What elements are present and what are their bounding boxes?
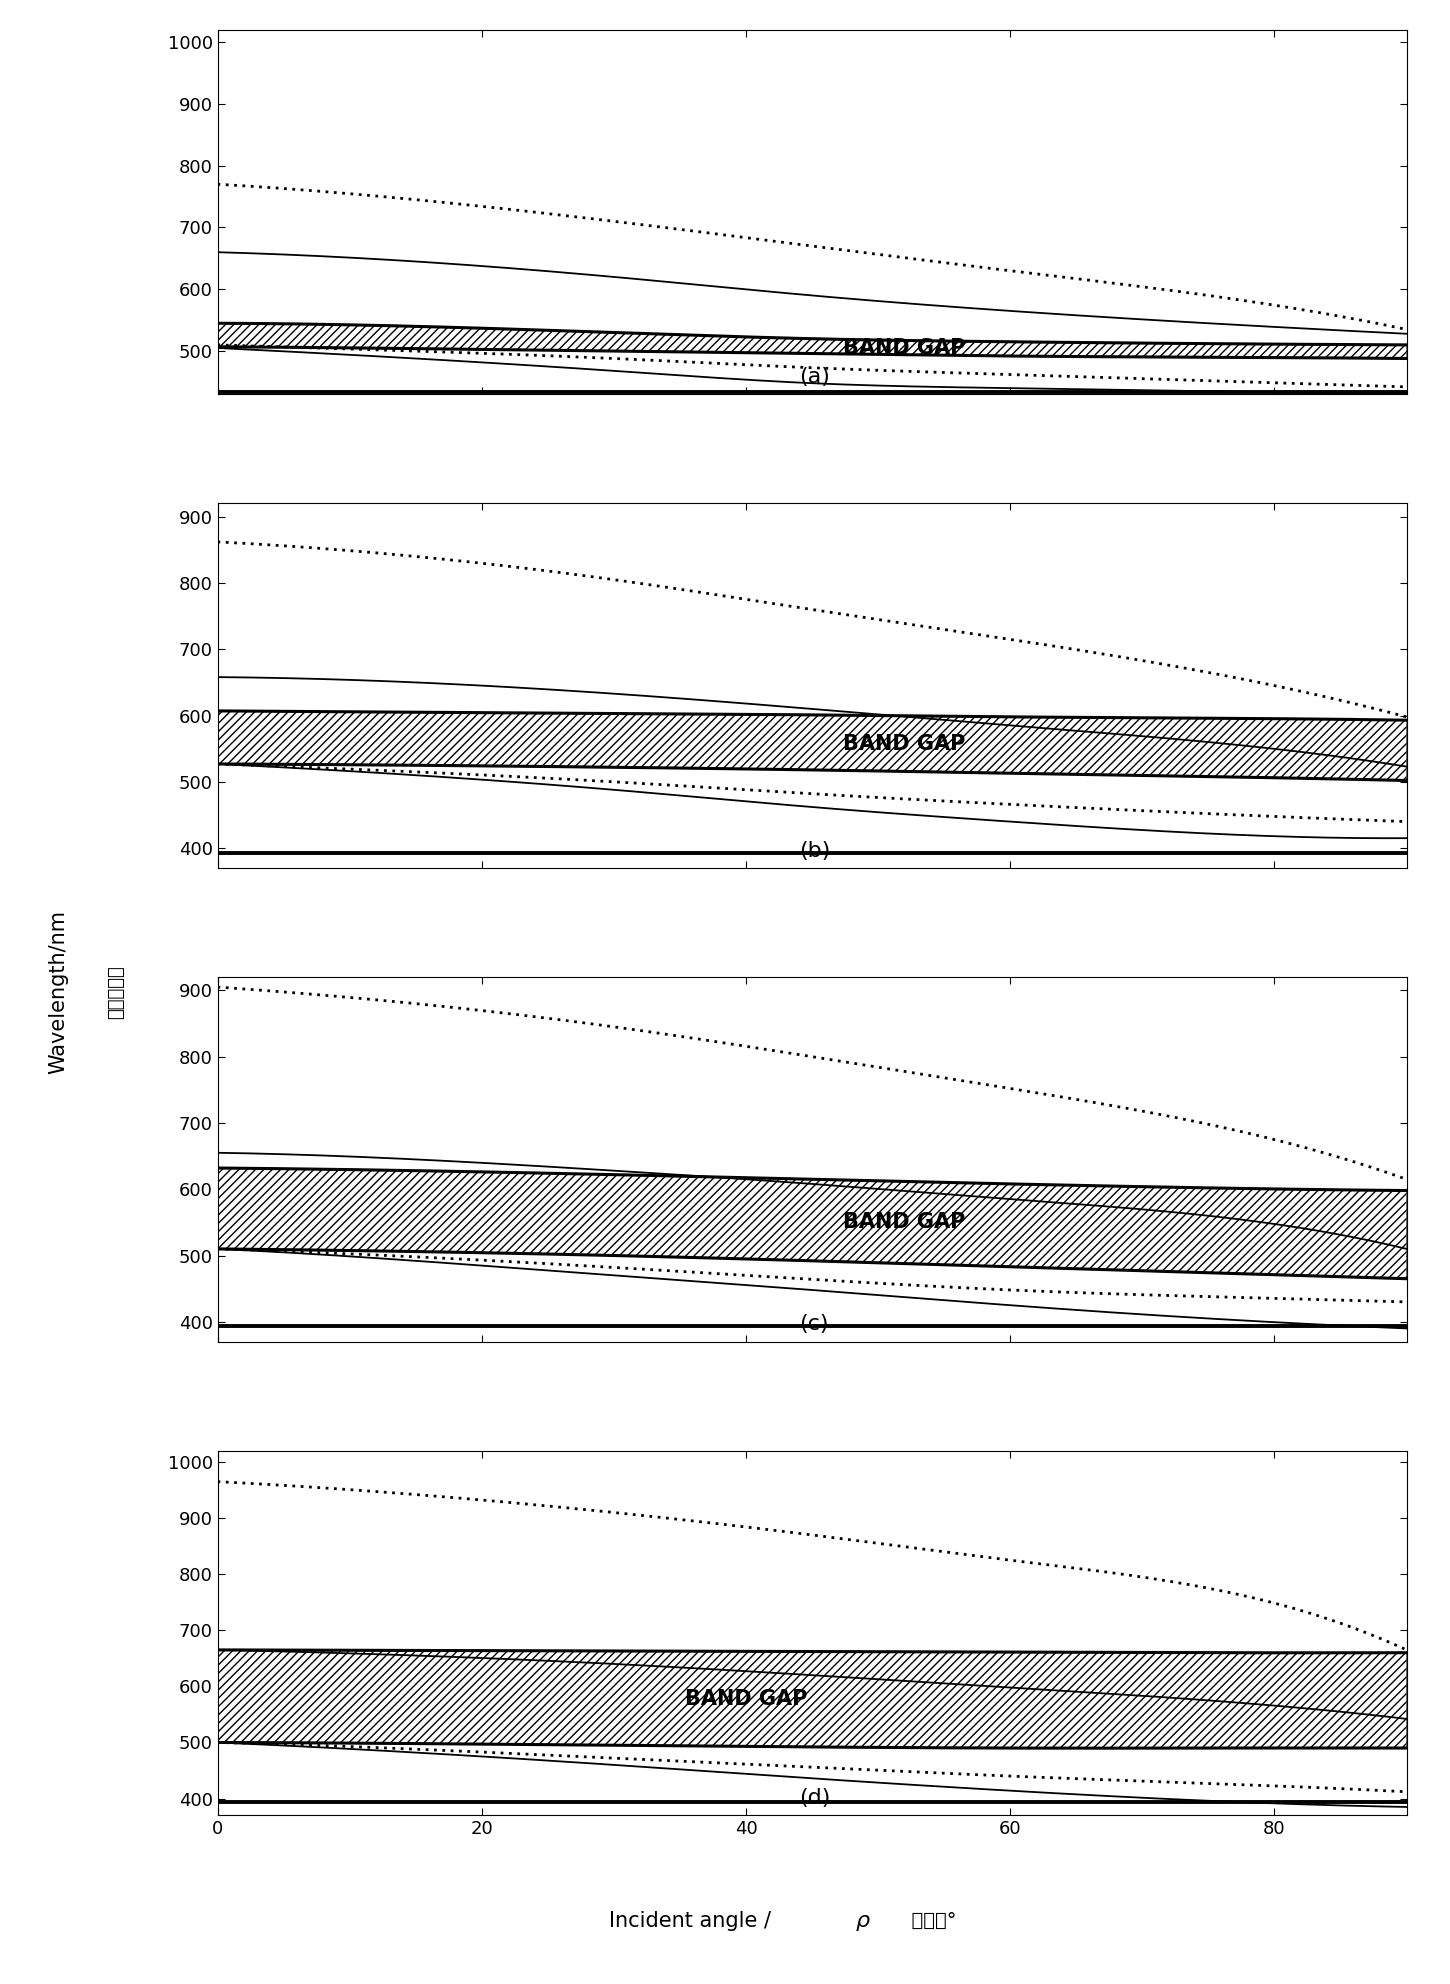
Text: (d): (d)	[799, 1788, 831, 1807]
Text: ρ: ρ	[856, 1911, 870, 1930]
Text: Wavelength/nm: Wavelength/nm	[48, 911, 68, 1073]
Text: Incident angle /: Incident angle /	[609, 1911, 771, 1930]
Text: BAND GAP: BAND GAP	[844, 337, 966, 357]
Text: BAND GAP: BAND GAP	[844, 734, 966, 754]
Text: BAND GAP: BAND GAP	[844, 1212, 966, 1232]
Text: 入射角°: 入射角°	[899, 1911, 957, 1930]
Text: BAND GAP: BAND GAP	[684, 1688, 808, 1708]
Text: (b): (b)	[799, 841, 831, 861]
Text: 波长／纳米: 波长／纳米	[107, 964, 125, 1020]
Text: (a): (a)	[799, 367, 829, 387]
Text: (c): (c)	[799, 1313, 828, 1335]
